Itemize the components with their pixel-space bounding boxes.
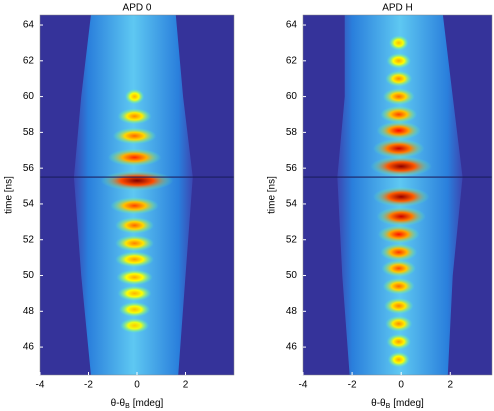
- x-tick-label: -4: [299, 380, 308, 391]
- x-tick-label: -2: [84, 380, 93, 391]
- y-tick-label: 58: [286, 127, 298, 138]
- envelope: [73, 15, 193, 375]
- y-tick-label: 58: [23, 127, 35, 138]
- y-tick-label: 62: [23, 55, 35, 66]
- fringe: [377, 225, 420, 244]
- fringe: [115, 251, 154, 268]
- y-tick-label: 52: [286, 234, 298, 245]
- y-tick-label: 60: [286, 91, 298, 102]
- x-label-unit: [mdeg]: [393, 398, 424, 409]
- y-tick-label: 60: [23, 91, 35, 102]
- y-axis-label: time [ns]: [4, 176, 15, 214]
- fringe: [376, 207, 426, 226]
- x-tick-label: 2: [183, 380, 189, 391]
- y-tick-label: 62: [286, 55, 298, 66]
- y-tick-label: 54: [23, 199, 35, 210]
- fringe: [117, 285, 152, 302]
- y-tick-label: 48: [23, 306, 35, 317]
- y-tick-label: 54: [286, 199, 298, 210]
- fringe: [388, 35, 409, 51]
- fringe: [124, 88, 145, 105]
- x-tick-label: 0: [134, 380, 140, 391]
- fringe: [387, 351, 410, 368]
- fringe: [386, 53, 411, 69]
- fringe: [376, 121, 421, 140]
- chart-title: APD H: [382, 3, 413, 14]
- plot-area: [40, 15, 234, 375]
- x-tick-label: -2: [348, 380, 357, 391]
- fringe: [112, 127, 157, 145]
- fringe: [100, 170, 174, 191]
- y-tick-label: 50: [286, 270, 298, 281]
- y-tick-label: 48: [286, 306, 298, 317]
- x-label-main: θ-θ: [111, 398, 126, 409]
- plot-area: [303, 15, 492, 375]
- y-tick-label: 52: [23, 234, 35, 245]
- x-tick-label: -4: [36, 380, 45, 391]
- y-tick-label: 46: [23, 342, 35, 353]
- y-tick-label: 64: [286, 20, 298, 31]
- y-tick-label: 64: [23, 20, 35, 31]
- fringe: [372, 186, 430, 207]
- fringe: [384, 297, 414, 314]
- fringe: [386, 333, 411, 350]
- fringe: [115, 217, 154, 234]
- y-tick-label: 56: [23, 163, 35, 174]
- chart-title: APD 0: [123, 3, 152, 14]
- fringe: [117, 108, 152, 125]
- fringe: [385, 315, 413, 332]
- x-tick-label: 0: [398, 380, 404, 391]
- fringe: [370, 156, 432, 177]
- x-tick-label: 2: [447, 380, 453, 391]
- plot-frame: [302, 14, 493, 376]
- fringe: [116, 269, 153, 285]
- y-axis-label: time [ns]: [267, 176, 278, 214]
- fringe: [385, 70, 413, 87]
- fringe: [120, 318, 150, 334]
- fringe: [107, 148, 162, 167]
- x-label-sub: B: [125, 403, 130, 410]
- x-label-main: θ-θ: [371, 398, 386, 409]
- y-tick-label: 46: [286, 342, 298, 353]
- fringe: [380, 106, 418, 123]
- fringe: [115, 235, 154, 252]
- fringe: [381, 259, 416, 277]
- fringe: [118, 301, 151, 318]
- y-tick-label: 56: [286, 163, 298, 174]
- fringe: [380, 243, 418, 261]
- x-label-sub: B: [386, 403, 391, 410]
- fringe: [382, 278, 415, 295]
- fringe: [372, 139, 425, 158]
- x-axis-label: θ-θB [mdeg]: [111, 398, 164, 410]
- y-tick-label: 50: [23, 270, 35, 281]
- fringe: [382, 88, 415, 105]
- fringe: [110, 197, 159, 215]
- x-label-unit: [mdeg]: [133, 398, 164, 409]
- x-axis-label: θ-θB [mdeg]: [371, 398, 424, 410]
